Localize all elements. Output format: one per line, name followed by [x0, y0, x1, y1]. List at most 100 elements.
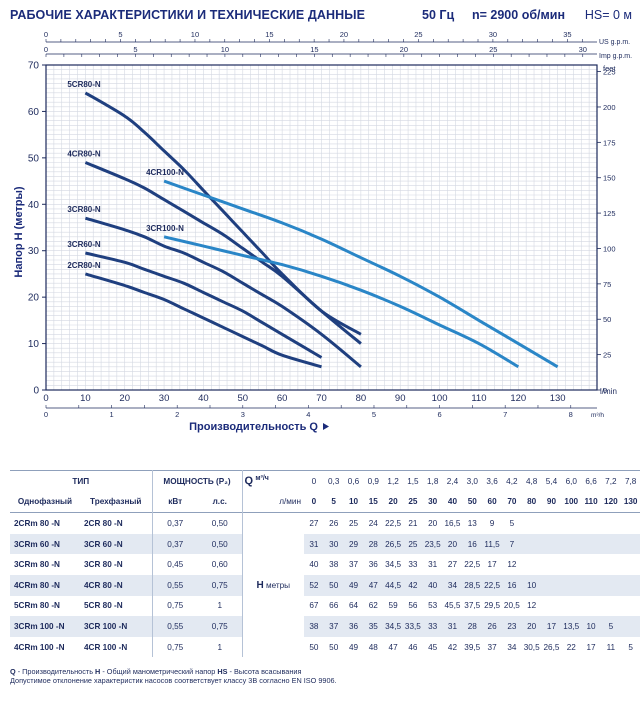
power-hp: 0,75 — [198, 616, 243, 637]
head-value: 24 — [363, 512, 384, 534]
q-lmin-col: 40 — [447, 497, 458, 507]
head-value — [620, 616, 640, 637]
q-lmin-col: 90 — [546, 497, 557, 507]
us-gpm-tick-label: 35 — [563, 30, 571, 39]
feet-tick-label: 175 — [603, 138, 616, 147]
head-value: 16,5 — [442, 512, 463, 534]
footnote: Q - Производительность H - Общий маномет… — [10, 667, 630, 685]
y-axis-label: Напор H (метры) — [13, 186, 25, 277]
m3h-tick-label: 8 — [569, 410, 573, 419]
head-value: 50 — [323, 574, 344, 596]
footnote-tolerance: Допустимое отклонение характеристик насо… — [10, 676, 337, 685]
x-tick-label: 70 — [316, 393, 327, 404]
imp-gpm-tick-label: 0 — [44, 45, 48, 54]
head-value: 5 — [600, 616, 621, 637]
page-title: РАБОЧИЕ ХАРАКТЕРИСТИКИ И ТЕХНИЧЕСКИЕ ДАН… — [10, 8, 366, 22]
head-value: 29 — [343, 533, 364, 555]
head-value: 20 — [422, 512, 443, 534]
series-line — [84, 91, 362, 336]
hp-header: л.с. — [198, 491, 243, 513]
head-value: 34 — [442, 574, 463, 596]
h-key: H — [95, 667, 101, 676]
head-value: 27 — [304, 512, 324, 534]
head-value — [561, 512, 582, 534]
series-label: 2CR80-N — [67, 261, 101, 270]
q-m3h-col: 5,4 — [541, 469, 562, 492]
x-tick-label: 120 — [510, 393, 526, 404]
us-gpm-tick-label: 25 — [414, 30, 422, 39]
power-hp: 0,50 — [198, 512, 243, 534]
hs-key: HS — [217, 667, 228, 676]
us-gpm-tick-label: 20 — [340, 30, 348, 39]
head-value: 50 — [309, 642, 319, 652]
power-header: МОЩНОСТЬ (P₂) — [152, 469, 243, 492]
head-value: 27 — [447, 560, 458, 570]
x-tick-label: 40 — [198, 393, 209, 404]
head-value: 23 — [501, 616, 522, 637]
data-table: ТИП МОЩНОСТЬ (P₂) Q м³/ч 0 0,3 0,6 0,9 1… — [10, 469, 640, 658]
head-value: 28,5 — [462, 574, 483, 596]
head-value: 26 — [482, 616, 502, 637]
head-value: 12 — [527, 601, 537, 611]
head-value — [522, 554, 542, 575]
head-value: 20,5 — [503, 601, 520, 611]
q-m3h-col: 4,8 — [521, 469, 542, 492]
q-header: Q м³/ч — [242, 469, 304, 492]
head-value — [561, 533, 582, 555]
single-phase-model: 4CRm 80 -N — [10, 574, 80, 596]
x-tick-label: 130 — [550, 393, 566, 404]
head-value: 23,5 — [422, 533, 443, 555]
head-value — [542, 596, 562, 617]
head-value: 21 — [402, 512, 423, 534]
three-phase-model: 5CR 80 -N — [80, 595, 153, 617]
speed-label: n= 2900 об/мин — [472, 8, 565, 22]
series-line — [84, 161, 362, 345]
three-phase-model: 4CR 80 -N — [80, 574, 153, 596]
head-value: 30 — [323, 533, 344, 555]
series-label: 4CR80-N — [67, 150, 101, 159]
series-label: 5CR80-N — [67, 80, 101, 89]
head-value: 33 — [408, 560, 418, 570]
q-lmin-col: 100 — [564, 497, 579, 507]
footnote-legend: Q - Производительность H - Общий маномет… — [10, 667, 630, 676]
imp-gpm-tick-label: 30 — [579, 45, 587, 54]
q-m3h-col: 1,5 — [402, 469, 423, 492]
head-value: 7 — [501, 533, 522, 555]
table-row: 2CRm 80 -N 2CR 80 -N 0,37 0,50 H метры 27 26 25… — [10, 512, 640, 658]
h-text: - Общий манометрический напор — [100, 667, 218, 676]
head-value: 13,5 — [561, 616, 582, 637]
head-value: 28 — [462, 616, 483, 637]
head-value: 37 — [348, 560, 359, 570]
single-phase-model: 2CRm 80 -N — [10, 512, 80, 534]
head-value — [561, 574, 582, 596]
head-value: 47 — [388, 642, 398, 652]
q-lmin-col: 60 — [487, 497, 497, 507]
m3h-tick-label: 0 — [44, 410, 48, 419]
head-value: 38 — [329, 560, 339, 570]
head-value: 46 — [408, 642, 418, 652]
x-axis-title: Производительность Q — [189, 421, 329, 433]
head-value: 33 — [422, 616, 443, 637]
power-kw: 0,75 — [167, 601, 184, 611]
head-value: 12 — [507, 560, 517, 570]
series-line — [163, 179, 559, 369]
imp-gpm-tick-label: 25 — [489, 45, 497, 54]
table-row: 4CRm 80 -N 4CR 80 -N 0,55 0,75 52 50 49 47 44,5 4… — [10, 574, 640, 596]
h-symbol: H — [256, 579, 264, 591]
head-value: 34,5 — [385, 560, 402, 570]
three-phase-model: 2CR 80 -N — [80, 512, 153, 534]
head-value: 16 — [462, 533, 483, 555]
head-value: 31 — [428, 560, 438, 570]
power-kw: 0,75 — [167, 642, 184, 652]
arrow-right-icon — [323, 423, 329, 430]
q-lmin-col: 120 — [604, 497, 618, 507]
head-value: 29,5 — [484, 601, 501, 611]
head-value: 30,5 — [523, 642, 540, 652]
hs-text: - Высота всасывания — [227, 667, 302, 676]
y-tick-label: 60 — [28, 107, 40, 118]
head-value — [581, 533, 601, 555]
head-value: 36 — [368, 560, 378, 570]
feet-tick-label: 225 — [603, 68, 616, 77]
head-value — [620, 533, 640, 555]
head-value: 40 — [422, 574, 443, 596]
